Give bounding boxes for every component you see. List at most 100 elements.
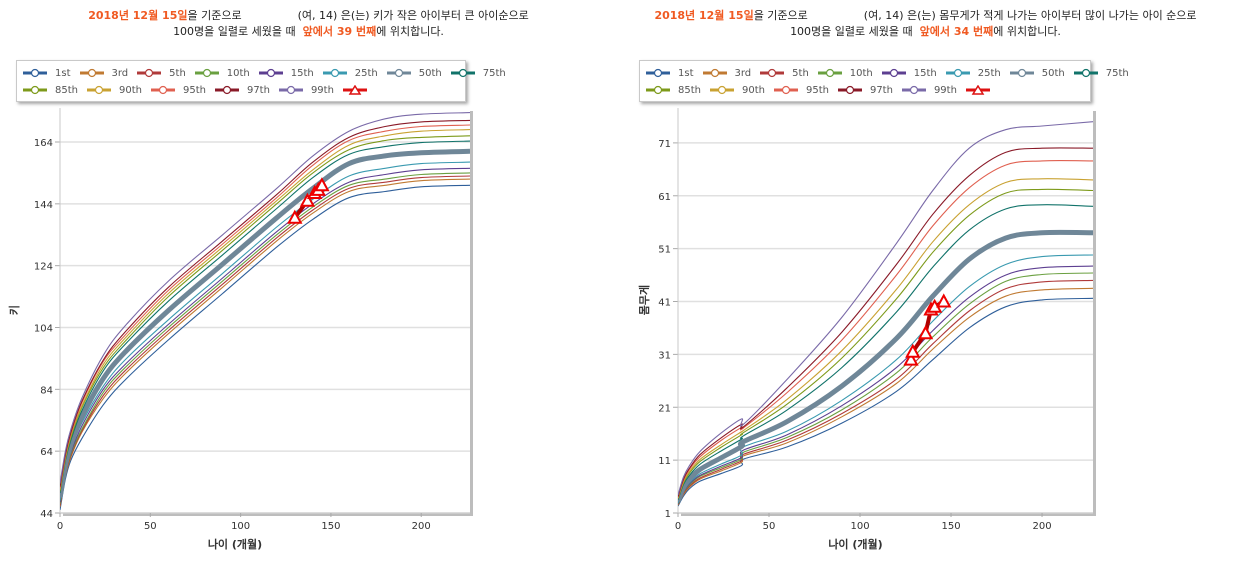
series-line-1st	[60, 184, 470, 510]
legend-item[interactable]: 3rd	[79, 68, 128, 79]
legend-item[interactable]: 1st	[23, 68, 71, 79]
caption-after-date: 을 기준으로	[187, 9, 242, 22]
x-tick-label: 200	[1032, 521, 1051, 532]
circle-marker-icon	[23, 68, 47, 78]
reference-date: 2018년 12월 15일	[654, 9, 754, 22]
child-measurement-point[interactable]	[314, 177, 330, 192]
legend-item[interactable]	[342, 85, 375, 95]
legend-item[interactable]: 15th	[881, 68, 937, 79]
series-line-97th	[678, 147, 1093, 497]
y-tick-label: 84	[40, 385, 53, 396]
weight-caption: 2018년 12월 15일을 기준으로 (여, 14) 은(는) 몸무게가 적게 …	[617, 8, 1234, 40]
child-measurement-point[interactable]	[287, 209, 303, 224]
legend-item[interactable]: 50th	[386, 67, 442, 79]
legend-item[interactable]: 25th	[945, 67, 1001, 79]
x-tick-label: 150	[321, 521, 340, 532]
child-measurement-point[interactable]	[936, 293, 952, 308]
series-line-3rd	[678, 287, 1093, 506]
circle-marker-icon	[837, 85, 862, 95]
child-measurement-point[interactable]	[905, 343, 921, 358]
height-caption: 2018년 12월 15일을 기준으로 (여, 14) 은(는) 키가 작은 아이…	[0, 8, 617, 40]
caption-subject: (여, 14) 은(는) 키가 작은 아이부터 큰 아이순으로	[297, 9, 529, 22]
series-line-85th	[60, 135, 470, 492]
legend-item[interactable]: 99th	[278, 84, 334, 96]
circle-marker-icon	[646, 85, 670, 95]
reference-date: 2018년 12월 15일	[88, 9, 188, 22]
caption-subject: (여, 14) 은(는) 몸무게가 적게 나가는 아이부터 많이 나가는 아이 …	[863, 9, 1197, 22]
legend-item[interactable]: 15th	[258, 67, 314, 79]
y-tick-label: 44	[40, 509, 53, 520]
legend-label: 97th	[246, 84, 270, 96]
circle-marker-icon	[646, 68, 670, 78]
circle-marker-icon	[1009, 68, 1034, 78]
legend-label: 10th	[226, 67, 250, 79]
series-line-10th	[60, 172, 470, 504]
legend-row-1: 1st 3rd 5th 10th 15th 25th 50th 75th	[646, 66, 1138, 80]
legend-item[interactable]: 5th	[760, 68, 809, 79]
height-chart: 44 64 84 104 124 144 164 0 50 100 150 200 나이 (개월) 키	[7, 108, 473, 551]
circle-marker-icon	[278, 85, 303, 95]
x-tick-label: 100	[231, 521, 250, 532]
legend-label: 15th	[290, 67, 314, 79]
legend-item[interactable]: 3rd	[702, 67, 752, 79]
legend-item[interactable]: 90th	[709, 84, 765, 96]
y-tick-label: 71	[658, 139, 671, 150]
series-line-5th	[678, 279, 1093, 505]
legend-label: 50th	[418, 67, 442, 79]
legend-item[interactable]: 75th	[450, 68, 506, 79]
circle-marker-icon	[23, 85, 47, 95]
legend-label: 95th	[182, 84, 206, 96]
circle-marker-icon	[150, 85, 175, 95]
child-measurement-point[interactable]	[917, 325, 934, 340]
legend-item[interactable]: 85th	[23, 85, 78, 96]
legend-label: 85th	[678, 84, 701, 96]
y-tick-label: 1	[665, 509, 671, 520]
series-line-99th	[678, 121, 1093, 496]
legend-label: 99th	[310, 84, 334, 96]
legend-item[interactable]: 99th	[901, 85, 957, 96]
legend-item[interactable]: 97th	[214, 84, 270, 96]
legend-label: 50th	[1041, 67, 1065, 79]
legend-row-1: 1st 3rd 5th 10th 15th 25th 50th 75th	[23, 66, 515, 80]
x-tick-label: 0	[57, 521, 63, 532]
x-tick-label: 0	[675, 521, 681, 532]
legend-label: 10th	[849, 67, 873, 79]
legend-item[interactable]: 97th	[837, 84, 893, 96]
legend-item[interactable]: 10th	[817, 67, 873, 79]
weight-legend: 1st 3rd 5th 10th 15th 25th 50th 75th 85th 90th 95…	[639, 60, 1129, 102]
x-axis-title: 나이 (개월)	[208, 537, 262, 551]
legend-item[interactable]: 95th	[150, 84, 206, 96]
legend-item[interactable]: 1st	[646, 68, 694, 79]
caption-line2-suffix: 에 위치합니다.	[376, 25, 444, 38]
y-tick-label: 41	[658, 298, 671, 309]
legend-item[interactable]: 25th	[322, 68, 378, 79]
legend-item[interactable]: 85th	[646, 85, 701, 96]
legend-label: 25th	[977, 67, 1001, 79]
child-measurement-point[interactable]	[299, 192, 316, 207]
x-tick-label: 50	[144, 521, 157, 532]
legend-label: 1st	[55, 67, 71, 79]
legend-item[interactable]: 5th	[137, 68, 186, 79]
legend-label: 1st	[678, 67, 694, 79]
legend-label: 3rd	[734, 67, 752, 79]
legend-label: 5th	[792, 67, 809, 79]
legend-row-2: 85th 90th 95th 97th 99th	[23, 83, 384, 97]
legend-item[interactable]	[965, 85, 998, 95]
legend-label: 97th	[869, 84, 893, 96]
y-tick-label: 51	[658, 245, 671, 256]
series-line-97th	[60, 119, 470, 487]
circle-marker-icon	[79, 68, 104, 78]
y-tick-label: 64	[40, 447, 53, 458]
legend-item[interactable]: 90th	[86, 85, 142, 96]
legend-item[interactable]: 75th	[1073, 68, 1129, 79]
caption-line-1: 2018년 12월 15일을 기준으로 (여, 14) 은(는) 몸무게가 적게 …	[617, 8, 1234, 24]
legend-row-2: 85th 90th 95th 97th 99th	[646, 83, 1007, 97]
legend-item[interactable]: 95th	[773, 85, 829, 96]
child-measurement-point[interactable]	[903, 351, 919, 366]
legend-label: 90th	[741, 84, 765, 96]
circle-marker-icon	[386, 68, 411, 78]
legend-item[interactable]: 10th	[194, 67, 250, 79]
legend-item[interactable]: 50th	[1009, 67, 1065, 79]
circle-marker-icon	[86, 85, 111, 95]
circle-marker-icon	[137, 68, 162, 78]
